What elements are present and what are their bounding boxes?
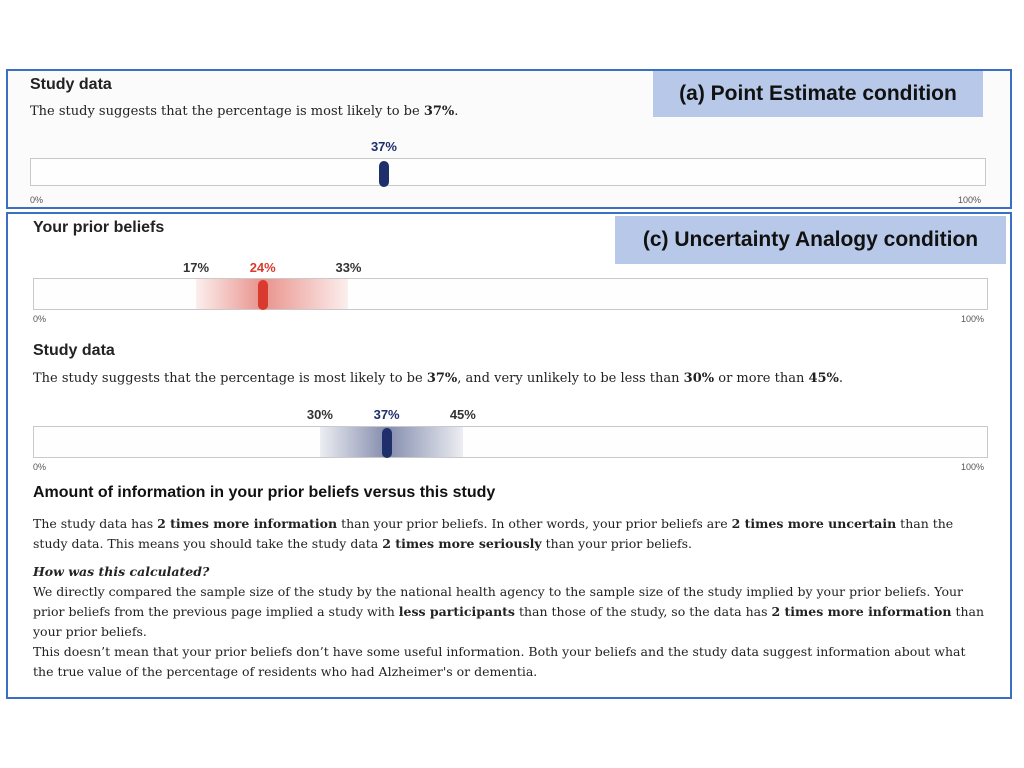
info-paragraph-3: This doesn’t mean that your prior belief… [33, 644, 966, 679]
condition-label-c: (c) Uncertainty Analogy condition [615, 216, 1006, 264]
axis-max-label: 100% [958, 195, 982, 205]
study-data-heading: Study data [30, 76, 112, 93]
study-point-label: 37% [373, 407, 400, 422]
prior-high-label: 33% [335, 260, 362, 275]
info-paragraph-1: The study data has 2 times more informat… [33, 516, 954, 551]
prior-low-label: 17% [182, 260, 210, 275]
study-axis-min-label: 0% [33, 462, 47, 472]
study-point-marker [381, 428, 392, 458]
study-axis-max-label: 100% [961, 462, 985, 472]
prior-point-marker[interactable] [257, 280, 268, 310]
study-point-label: 37% [370, 139, 397, 154]
study-slider-track [33, 426, 988, 458]
point-estimate-panel: (a) Point Estimate condition Study data … [6, 69, 1012, 209]
study-data-heading: Study data [33, 342, 115, 359]
how-calculated-question: How was this calculated? [33, 564, 210, 579]
information-comparison-box: Amount of information in your prior beli… [8, 476, 1010, 697]
study-slider-track [30, 158, 986, 187]
prior-uncertainty-band [196, 279, 349, 309]
prior-point-label: 24% [249, 260, 276, 275]
uncertainty-analogy-panel: (c) Uncertainty Analogy condition Your p… [6, 212, 1012, 699]
axis-min-label: 0% [30, 195, 44, 205]
prior-axis-min-label: 0% [33, 314, 47, 324]
prior-slider-track[interactable] [33, 278, 988, 310]
info-paragraph-2: We directly compared the sample size of … [33, 584, 985, 639]
prior-beliefs-heading: Your prior beliefs [33, 219, 165, 236]
prior-axis-max-label: 100% [961, 314, 985, 324]
study-high-label: 45% [449, 407, 476, 422]
condition-label-a: (a) Point Estimate condition [653, 71, 983, 117]
info-title: Amount of information in your prior beli… [33, 484, 496, 501]
study-sentence: The study suggests that the percentage i… [30, 104, 459, 119]
study-low-label: 30% [306, 407, 333, 422]
study-sentence: The study suggests that the percentage i… [33, 371, 844, 386]
study-point-marker [378, 161, 389, 187]
